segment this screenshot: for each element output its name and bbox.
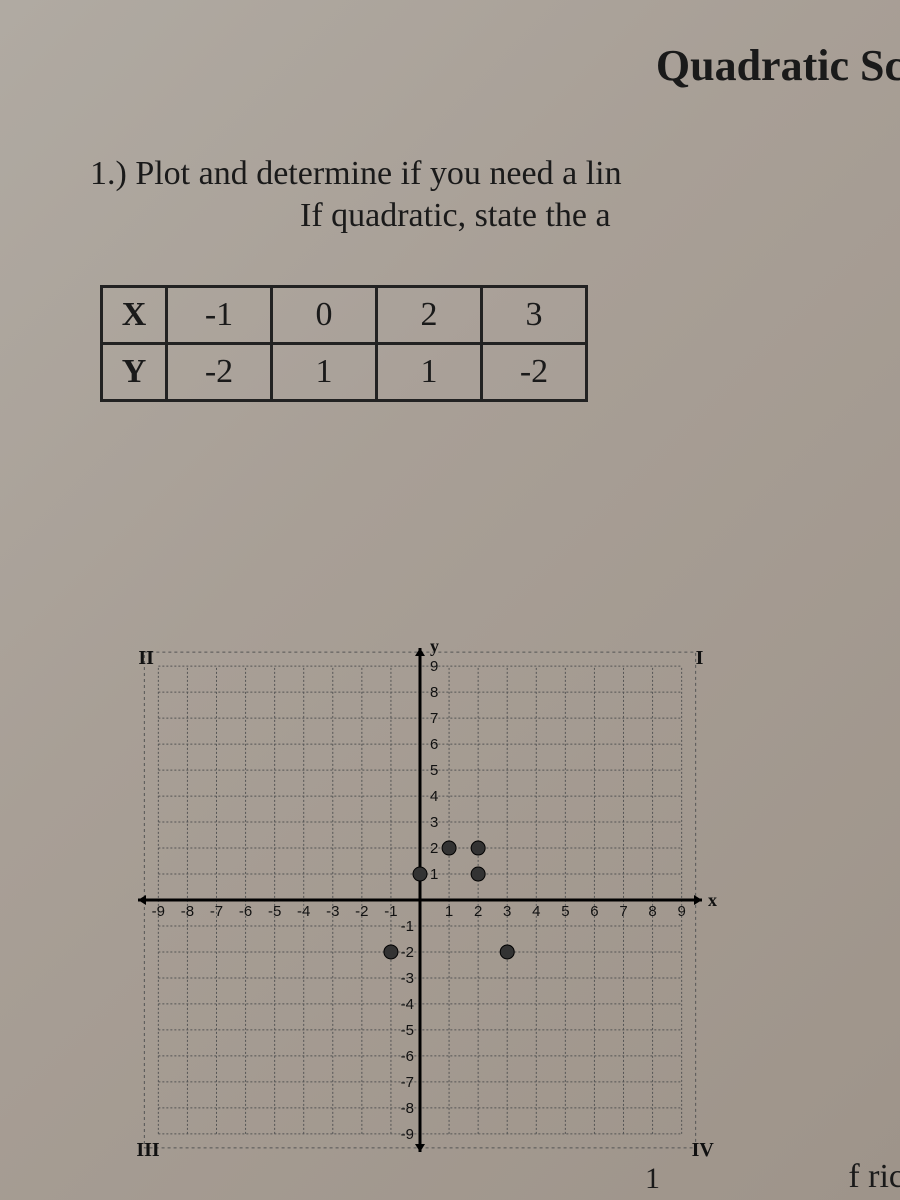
row-header-y: Y: [102, 343, 167, 400]
cell: -2: [482, 343, 587, 400]
y-tick-label: -5: [401, 1022, 414, 1039]
plotted-point: [442, 841, 456, 855]
grid-svg: -9 -9 -8 -8 -7 -7 -6 -6 -5 -5 -4 -4 -3 -3 -2 -2 -1-1 1 1 2 2…: [110, 620, 730, 1180]
page-title: Quadratic Sc: [0, 40, 900, 91]
cell: -2: [167, 343, 272, 400]
quadrant-label-I: I: [696, 647, 704, 669]
x-tick-label: 2: [474, 903, 482, 920]
quadrant-label-III: III: [136, 1139, 160, 1161]
x-tick-label: 8: [648, 903, 656, 920]
corner-fragment-right: f ric: [848, 1158, 900, 1196]
y-tick-label: 8: [430, 684, 438, 701]
x-tick-label: 1: [445, 903, 453, 920]
y-tick-label: 9: [430, 658, 438, 675]
x-axis-label: x: [708, 890, 717, 910]
cell: 1: [272, 343, 377, 400]
y-tick-label: -1: [401, 918, 414, 935]
cell: 1: [377, 343, 482, 400]
table-row: Y -2 1 1 -2: [102, 343, 587, 400]
quadrant-label-IV: IV: [692, 1139, 715, 1161]
table-row: X -1 0 2 3: [102, 286, 587, 343]
plotted-point: [471, 841, 485, 855]
x-tick-label: -3: [326, 903, 339, 920]
y-tick-label: 3: [430, 814, 438, 831]
x-tick-label: -7: [210, 903, 223, 920]
x-tick-label: 9: [677, 903, 685, 920]
x-tick-label: -1: [384, 903, 397, 920]
y-tick-label: 4: [430, 788, 438, 805]
y-tick-label: -2: [401, 944, 414, 961]
row-header-x: X: [102, 286, 167, 343]
x-tick-label: -9: [152, 903, 165, 920]
y-axis-label: y: [430, 636, 439, 656]
y-tick-label: -7: [401, 1074, 414, 1091]
y-tick-label: -8: [401, 1100, 414, 1117]
y-tick-label: 5: [430, 762, 438, 779]
x-tick-label: 5: [561, 903, 569, 920]
plotted-point: [500, 945, 514, 959]
cell: -1: [167, 286, 272, 343]
plotted-point: [471, 867, 485, 881]
x-tick-label: -6: [239, 903, 252, 920]
arrow-right-icon: [694, 895, 702, 905]
y-tick-label: 2: [430, 840, 438, 857]
cell: 0: [272, 286, 377, 343]
y-tick-label: -3: [401, 970, 414, 987]
x-tick-label: -4: [297, 903, 310, 920]
question-line-2: If quadratic, state the a: [0, 197, 900, 235]
x-tick-label: 4: [532, 903, 540, 920]
x-tick-label: -8: [181, 903, 194, 920]
question-line-1: 1.) Plot and determine if you need a lin: [0, 151, 900, 197]
x-tick-label: 7: [619, 903, 627, 920]
coordinate-grid: -9 -9 -8 -8 -7 -7 -6 -6 -5 -5 -4 -4 -3 -3 -2 -2 -1-1 1 1 2 2…: [110, 620, 730, 1180]
plotted-point: [413, 867, 427, 881]
cell: 3: [482, 286, 587, 343]
y-tick-label: 6: [430, 736, 438, 753]
y-tick-label: 1: [430, 866, 438, 883]
quadrant-label-II: II: [138, 647, 154, 669]
plotted-point: [384, 945, 398, 959]
arrow-left-icon: [138, 895, 146, 905]
y-tick-label: -9: [401, 1126, 414, 1143]
cell: 2: [377, 286, 482, 343]
worksheet-page: Quadratic Sc 1.) Plot and determine if y…: [0, 0, 900, 1200]
x-tick-label: -5: [268, 903, 281, 920]
y-tick-label: -4: [401, 996, 414, 1013]
x-tick-label: -2: [355, 903, 368, 920]
y-tick-label: 7: [430, 710, 438, 727]
y-tick-label: -6: [401, 1048, 414, 1065]
x-tick-label: 3: [503, 903, 511, 920]
x-tick-label: 6: [590, 903, 598, 920]
corner-fragment-left: 1: [645, 1162, 660, 1196]
xy-table: X -1 0 2 3 Y -2 1 1 -2: [100, 285, 588, 402]
